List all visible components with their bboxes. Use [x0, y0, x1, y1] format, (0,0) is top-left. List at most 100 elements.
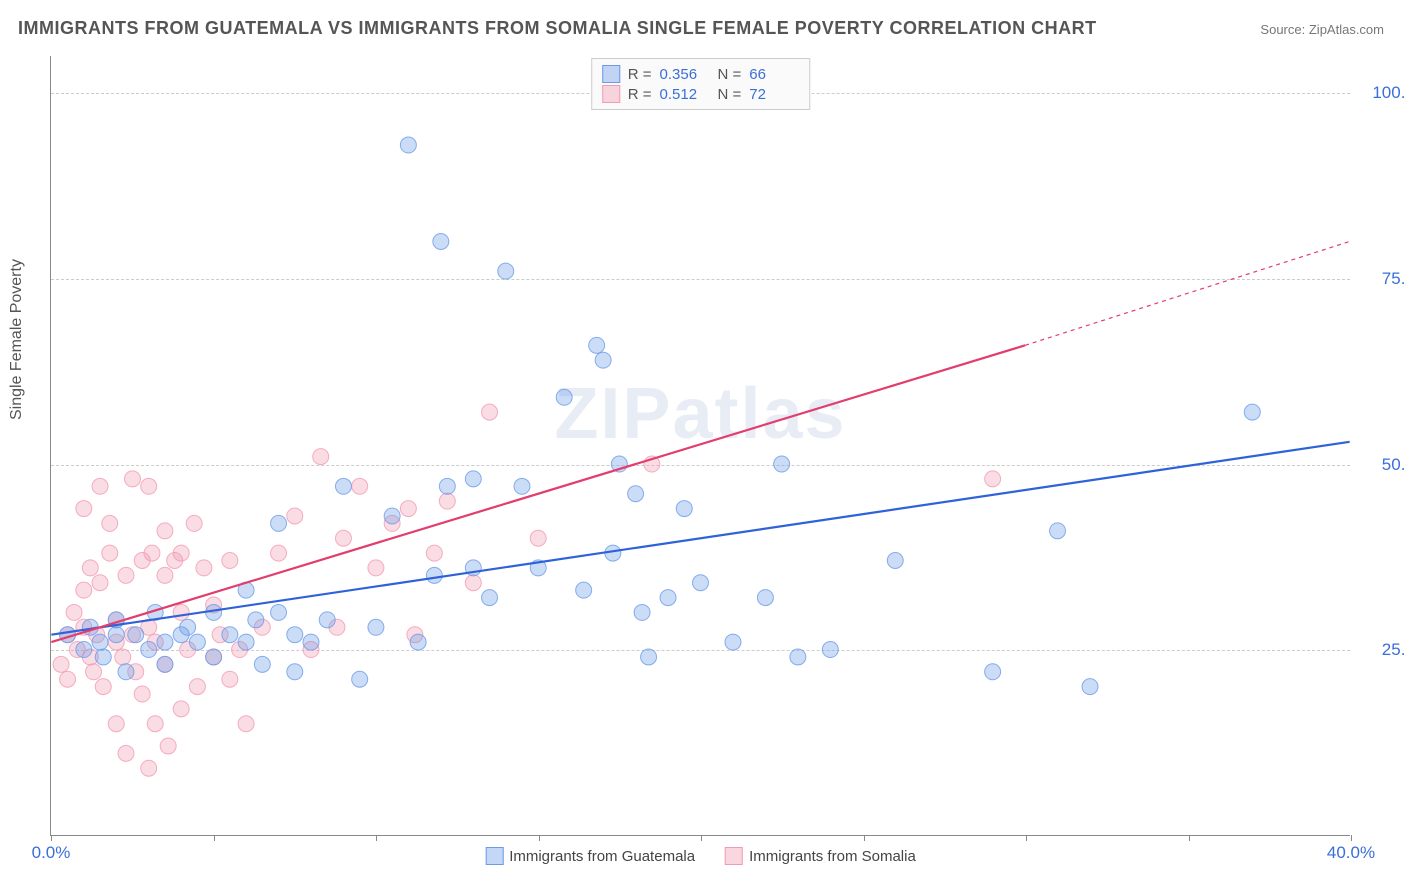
data-point — [76, 501, 92, 517]
y-tick-label: 100.0% — [1360, 83, 1406, 103]
r-value-guatemala: 0.356 — [660, 66, 710, 83]
data-point — [66, 604, 82, 620]
legend-row-somalia: R = 0.512 N = 72 — [602, 85, 800, 103]
data-point — [115, 649, 131, 665]
data-point — [589, 337, 605, 353]
data-point — [95, 649, 111, 665]
y-tick-label: 50.0% — [1360, 455, 1406, 475]
data-point — [189, 634, 205, 650]
data-point — [352, 478, 368, 494]
x-tick-mark — [1026, 835, 1027, 841]
data-point — [108, 627, 124, 643]
data-point — [660, 590, 676, 606]
data-point — [693, 575, 709, 591]
r-label: R = — [628, 66, 652, 83]
data-point — [400, 501, 416, 517]
data-point — [985, 471, 1001, 487]
n-label: N = — [718, 66, 742, 83]
data-point — [433, 233, 449, 249]
data-point — [222, 627, 238, 643]
data-point — [335, 530, 351, 546]
data-point — [222, 553, 238, 569]
legend-label-somalia: Immigrants from Somalia — [749, 848, 916, 865]
data-point — [189, 679, 205, 695]
data-point — [76, 642, 92, 658]
data-point — [141, 760, 157, 776]
data-point — [238, 716, 254, 732]
data-point — [173, 701, 189, 717]
data-point — [180, 619, 196, 635]
legend-label-guatemala: Immigrants from Guatemala — [509, 848, 695, 865]
r-label: R = — [628, 86, 652, 103]
data-point — [92, 478, 108, 494]
data-point — [368, 619, 384, 635]
data-point — [790, 649, 806, 665]
data-point — [482, 404, 498, 420]
x-tick-mark — [376, 835, 377, 841]
data-point — [76, 582, 92, 598]
data-point — [92, 634, 108, 650]
data-point — [108, 716, 124, 732]
data-point — [822, 642, 838, 658]
data-point — [287, 627, 303, 643]
data-point — [352, 671, 368, 687]
data-point — [676, 501, 692, 517]
data-point — [271, 545, 287, 561]
data-point — [439, 478, 455, 494]
chart-title: IMMIGRANTS FROM GUATEMALA VS IMMIGRANTS … — [18, 18, 1097, 39]
data-point — [196, 560, 212, 576]
x-tick-mark — [864, 835, 865, 841]
data-point — [514, 478, 530, 494]
data-point — [465, 471, 481, 487]
data-point — [157, 567, 173, 583]
data-point — [248, 612, 264, 628]
swatch-guatemala — [602, 65, 620, 83]
data-point — [482, 590, 498, 606]
n-label: N = — [718, 86, 742, 103]
y-tick-label: 75.0% — [1360, 269, 1406, 289]
data-point — [887, 553, 903, 569]
plot-area: ZIPatlas R = 0.356 N = 66 R = 0.512 N = … — [50, 56, 1350, 836]
data-point — [595, 352, 611, 368]
data-point — [102, 545, 118, 561]
data-point — [628, 486, 644, 502]
data-point — [335, 478, 351, 494]
data-point — [641, 649, 657, 665]
data-point — [384, 508, 400, 524]
data-point — [222, 671, 238, 687]
x-tick-mark — [1351, 835, 1352, 841]
source-label: Source: — [1260, 22, 1305, 37]
data-point — [128, 627, 144, 643]
data-point — [985, 664, 1001, 680]
data-point — [271, 515, 287, 531]
data-point — [147, 716, 163, 732]
data-point — [254, 656, 270, 672]
trend-line-dashed — [1025, 241, 1350, 345]
data-point — [576, 582, 592, 598]
legend-row-guatemala: R = 0.356 N = 66 — [602, 65, 800, 83]
x-tick-mark — [701, 835, 702, 841]
correlation-legend: R = 0.356 N = 66 R = 0.512 N = 72 — [591, 58, 811, 110]
x-tick-mark — [539, 835, 540, 841]
data-point — [141, 478, 157, 494]
data-point — [426, 545, 442, 561]
data-point — [206, 649, 222, 665]
data-point — [400, 137, 416, 153]
r-value-somalia: 0.512 — [660, 86, 710, 103]
data-point — [60, 671, 76, 687]
data-point — [368, 560, 384, 576]
n-value-guatemala: 66 — [749, 66, 799, 83]
data-point — [634, 604, 650, 620]
data-point — [118, 664, 134, 680]
chart-svg — [51, 56, 1350, 835]
data-point — [1082, 679, 1098, 695]
data-point — [725, 634, 741, 650]
data-point — [173, 545, 189, 561]
x-tick-mark — [51, 835, 52, 841]
data-point — [287, 508, 303, 524]
data-point — [157, 656, 173, 672]
data-point — [303, 634, 319, 650]
data-point — [157, 634, 173, 650]
x-tick-label: 40.0% — [1327, 843, 1375, 863]
legend-item-somalia: Immigrants from Somalia — [725, 847, 916, 865]
